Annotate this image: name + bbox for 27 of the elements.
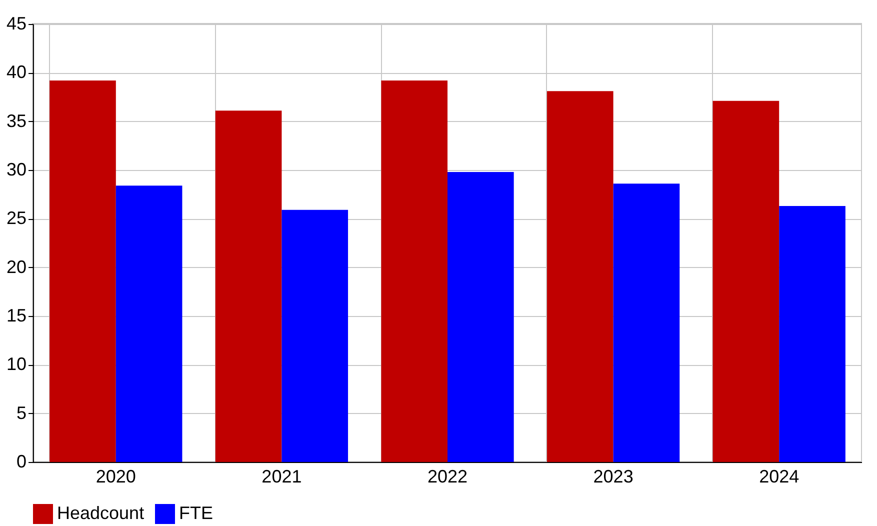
y-tick-label: 45 [6,14,26,34]
legend-label: FTE [179,503,213,523]
x-tick-label: 2023 [593,466,634,486]
legend-label: Headcount [57,503,144,523]
x-tick-label: 2021 [262,466,302,486]
bar [712,100,780,462]
y-tick-label: 40 [6,62,26,82]
y-tick-label: 25 [6,208,26,228]
x-tick-label: 2020 [96,466,136,486]
bar [381,80,448,462]
bar [448,172,514,462]
y-tick-label: 15 [6,306,26,326]
y-tick-label: 20 [6,256,26,277]
bar [50,80,116,462]
y-tick-label: 0 [16,452,26,472]
x-tick-label: 2022 [427,466,468,486]
x-tick-label: 2024 [759,466,800,486]
y-tick-label: 30 [6,160,26,180]
bar [282,210,348,462]
y-tick-label: 35 [6,110,26,131]
y-tick-label: 10 [6,354,26,374]
y-tick-label: 5 [16,402,26,423]
bar [779,206,846,462]
bar [546,91,614,462]
bar [613,184,680,462]
bar [116,186,182,462]
bar [215,110,282,462]
